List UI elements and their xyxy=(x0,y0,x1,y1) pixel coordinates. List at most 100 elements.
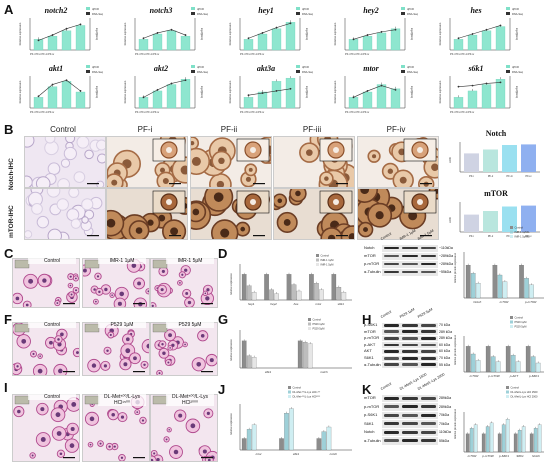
data-point xyxy=(65,79,68,82)
legend-swatch xyxy=(316,263,319,266)
x-tick-label: p-AKT xyxy=(509,374,520,378)
chart-title: Notch xyxy=(486,129,507,138)
oocyte xyxy=(136,411,139,413)
y-axis-label: relative protein expression xyxy=(453,408,457,439)
blot-band xyxy=(420,337,437,340)
x-tick-label: mTOR xyxy=(470,374,480,378)
oocyte xyxy=(431,163,438,171)
oocyte xyxy=(209,358,214,363)
oocyte xyxy=(324,176,329,181)
oocyte xyxy=(70,293,73,296)
oocyte xyxy=(106,349,109,352)
y-axis-label: Relative expression xyxy=(333,22,337,45)
blot-strip xyxy=(382,394,438,402)
bar xyxy=(243,97,254,109)
legend-label: Control xyxy=(511,386,520,390)
blot-band xyxy=(402,396,418,400)
bar xyxy=(497,274,503,299)
scale-bar xyxy=(253,235,265,237)
legend-swatch xyxy=(308,327,311,330)
oocyte xyxy=(169,347,171,349)
oocyte xyxy=(135,227,143,234)
bar xyxy=(279,438,284,451)
bar xyxy=(319,289,324,301)
bar xyxy=(465,265,471,299)
oocyte xyxy=(277,198,283,204)
bar xyxy=(470,353,476,373)
legend-label: qPCR xyxy=(197,65,204,69)
oocyte xyxy=(111,294,113,296)
oocyte xyxy=(138,302,143,307)
chart-title: hey2 xyxy=(363,6,379,15)
oocyte xyxy=(180,165,187,175)
bar xyxy=(489,422,494,453)
y2-axis-label: log2(fpkm) xyxy=(200,28,204,40)
legend-label: RNA-Seq xyxy=(407,12,419,16)
chart-title: mtor xyxy=(363,64,379,73)
oocyte xyxy=(60,332,64,337)
panel-b-row-notch: Notch-IHC xyxy=(8,158,15,190)
blot-band xyxy=(402,356,418,360)
blot-band xyxy=(420,413,437,417)
x-tick-label: p-mTOR xyxy=(524,300,537,304)
bar xyxy=(533,428,538,453)
oocyte xyxy=(151,304,154,307)
follicle xyxy=(76,137,90,149)
ihc-tile-r0-c3 xyxy=(273,136,355,188)
y-axis-label: AOD xyxy=(448,157,452,163)
blot-kda-label: 60 kDa xyxy=(439,342,451,347)
oocyte xyxy=(204,292,207,295)
blot-band xyxy=(402,337,418,340)
oocyte xyxy=(168,333,172,338)
blot-band xyxy=(420,350,437,354)
rna-seq-line xyxy=(353,85,396,98)
histology-label: IMR-1 5μM xyxy=(166,258,214,264)
inset-oocyte xyxy=(250,147,256,153)
legend-swatch xyxy=(86,7,90,10)
blot-kda-label: 289kDa xyxy=(439,396,452,400)
blot-band xyxy=(420,356,437,360)
ihc-tile-r1-c2 xyxy=(190,188,272,240)
data-point xyxy=(366,34,369,36)
x-tick-label: mtor xyxy=(256,452,263,456)
oocyte xyxy=(161,343,164,346)
oocyte xyxy=(190,423,196,429)
blot-band xyxy=(420,246,437,250)
legend-swatch xyxy=(288,386,291,389)
oocyte xyxy=(32,352,35,356)
panel-b-col-pf-ii: PF-ii xyxy=(220,125,238,134)
x-tick-label: notch xyxy=(330,452,338,456)
histology-tile-2 xyxy=(150,322,218,376)
follicle xyxy=(81,198,94,211)
oocyte xyxy=(95,300,97,303)
panel-letter-f: F xyxy=(4,312,12,327)
oocyte xyxy=(327,234,336,239)
panel-j-chart: relative expression mtor s6k1 notch Control… xyxy=(229,386,352,456)
legend-swatch xyxy=(296,70,300,73)
oocyte xyxy=(207,458,211,461)
blot-band xyxy=(420,262,437,266)
histology-label: Control xyxy=(28,322,76,328)
bar xyxy=(274,293,279,301)
oocyte xyxy=(120,456,124,459)
data-point xyxy=(184,79,187,82)
blot-row-label: AKT xyxy=(364,348,372,354)
legend-swatch xyxy=(296,7,300,10)
blot-band xyxy=(420,254,437,258)
blot-band xyxy=(402,363,418,367)
x-tick-label: notch xyxy=(320,370,328,374)
x-tick-label: s6k1 xyxy=(338,302,345,306)
oocyte xyxy=(28,278,34,284)
legend-label: IMR-1 5μM xyxy=(321,263,334,267)
blot-band xyxy=(402,262,418,266)
legend-swatch xyxy=(308,322,311,326)
blot-strip xyxy=(382,428,438,436)
bar xyxy=(475,360,481,373)
oocyte xyxy=(99,442,102,445)
oocyte xyxy=(398,148,406,156)
bar xyxy=(495,26,506,51)
bar xyxy=(467,34,478,51)
oocyte xyxy=(196,361,202,367)
blot-kda-label: 110kDa xyxy=(439,430,451,434)
